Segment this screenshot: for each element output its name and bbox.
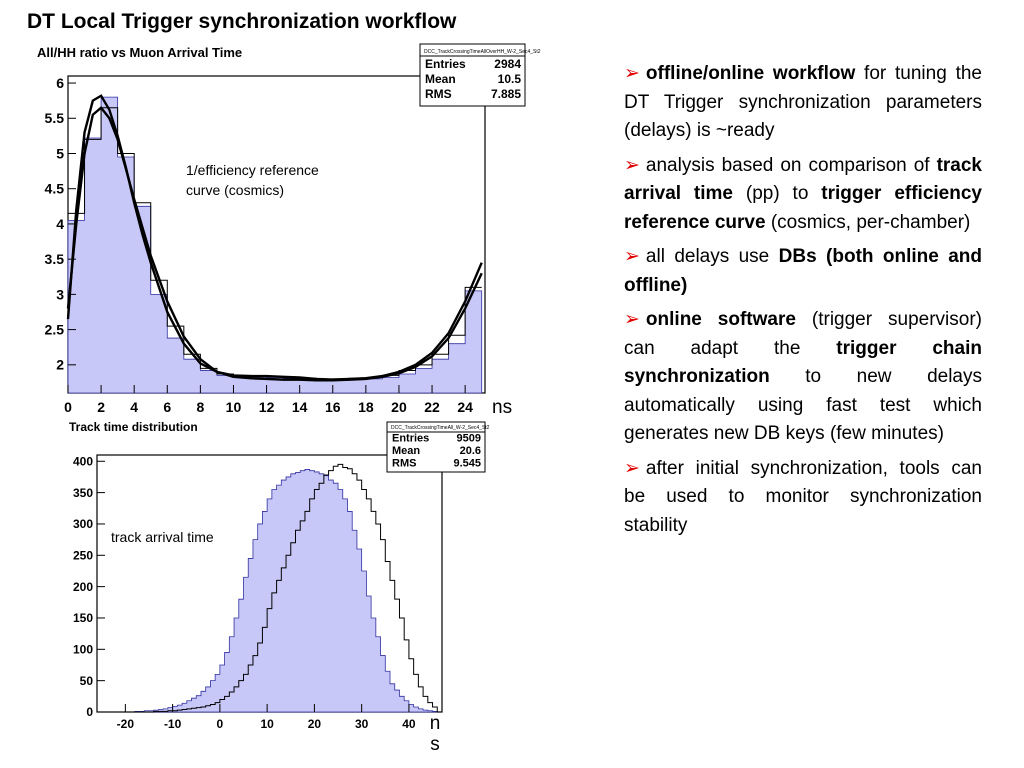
bullet-text: track arrival time [624,154,982,205]
stats-name: DCC_TrackCrossingTimeAllOverHH_W-2_Sec4_… [424,49,541,55]
bullet-text: online software [645,309,796,330]
stats-value: 9.545 [453,458,481,470]
bullet-item: ➢ online software (trigger supervisor) ca… [624,306,982,449]
stats-value: 20.6 [460,445,481,457]
bullet-text: DBs (both online and offline) [624,246,982,296]
y-tick-label: 3.5 [45,251,65,267]
y-tick-label: 100 [73,643,93,657]
x-tick-label: -20 [117,717,135,731]
bullet-text: trigger chain synchronization [624,337,982,388]
bullet-text: analysis based on comparison of [645,154,937,176]
chart1-title: All/HH ratio vs Muon Arrival Time [37,45,243,60]
arrow-bullet-icon: ➢ [624,457,640,479]
x-tick-label: 22 [424,399,440,415]
slide-title: DT Local Trigger synchronization workflo… [27,10,457,33]
x-tick-label: 14 [292,399,308,415]
bullet-item: ➢ all delays use DBs (both online and off… [624,243,982,300]
stats-name: DCC_TrackCrossingTimeAll_W-2_Sec4_St2 [391,425,490,431]
y-tick-label: 4 [56,216,64,232]
arrow-bullet-icon: ➢ [624,154,640,176]
x-tick-label: 10 [226,399,242,415]
bullet-text: all delays use [645,246,779,267]
x-tick-label: 2 [97,399,105,415]
stats-value: 7.885 [491,87,521,101]
x-tick-label: 4 [130,399,138,415]
chart1-x-unit: ns [492,397,513,418]
outline-histogram [97,463,442,713]
y-tick-label: 200 [73,580,93,594]
y-tick-label: 250 [73,548,93,562]
x-tick-label: 20 [308,717,322,731]
stats-key: Mean [392,445,420,457]
bullet-text: (pp) to [733,183,822,204]
fit-curve [66,105,483,382]
bullet-text: offline/online workflow [645,63,856,84]
y-tick-label: 0 [86,705,93,719]
y-tick-label: 3 [56,286,64,302]
stats-box [419,43,526,107]
x-tick-label: 8 [196,399,204,415]
bullet-item: ➢ analysis based on comparison of track a… [624,152,982,238]
stats-key: Mean [425,72,456,86]
y-tick-label: 350 [73,486,93,500]
x-tick-label: 20 [391,399,407,415]
bullet-text: for tuning the DT Trigger synchronizatio… [624,63,982,141]
stats-value: 9509 [457,433,481,445]
y-tick-label: 400 [73,454,93,468]
stats-key: Entries [392,433,429,445]
bullet-text: trigger efficiency reference curve [624,183,982,233]
y-tick-label: 6 [56,75,64,91]
chart1-svg: 0 2 4 6 8 10 12 14 16 18 20 22 2422.533.544.555.56DC… [45,43,541,415]
bullet-text: after initial synchronization, tools can… [624,457,982,536]
y-tick-label: 2 [56,357,64,373]
x-tick-label: 10 [260,717,274,731]
x-tick-label: 12 [259,399,275,415]
y-tick-label: 5 [56,145,64,161]
y-tick-label: 150 [73,611,93,625]
annotation-text: track arrival time [111,529,214,545]
bullet-text: (trigger supervisor) can adapt the [624,309,982,359]
bullet-item: ➢ after initial synchronization, tools ca… [624,455,982,541]
stats-key: Entries [425,57,466,71]
stats-box [386,421,486,473]
stats-key: RMS [425,87,452,101]
bullet-text: (cosmics, per-chamber) [765,211,971,233]
stats-value: 10.5 [498,72,522,86]
stats-key: RMS [392,458,416,470]
arrow-bullet-icon: ➢ [624,309,640,330]
y-tick-label: 2.5 [45,322,65,338]
x-tick-label: 40 [402,717,416,731]
arrow-bullet-icon: ➢ [624,63,640,84]
x-tick-label: 0 [64,399,72,415]
y-tick-label: 300 [73,517,93,531]
x-tick-label: 16 [325,399,341,415]
x-tick-label: 30 [355,717,369,731]
bullet-text: to new delays automatically using fast t… [624,366,982,444]
bullet-item: ➢ offline/online workflow for tuning the … [624,60,982,146]
x-tick-label: 6 [163,399,171,415]
chart2-svg: -20 -10 0 10 20 30 40050100150200250300350400D… [73,421,490,731]
x-tick-label: 24 [457,399,473,415]
x-tick-label: 18 [358,399,374,415]
y-tick-label: 4.5 [45,181,65,197]
x-tick-label: 0 [217,717,224,731]
bullet-list: ➢ offline/online workflow for tuning the … [624,60,982,546]
fit-curve [66,94,483,381]
annotation-text: curve (cosmics) [186,182,284,198]
y-tick-label: 50 [80,674,94,688]
x-tick-label: -10 [164,717,182,731]
chart2-title: Track time distribution [69,420,198,434]
arrow-bullet-icon: ➢ [624,246,640,267]
annotation-text: 1/efficiency reference [186,162,319,178]
y-tick-label: 5.5 [45,110,65,126]
stats-value: 2984 [494,57,521,71]
